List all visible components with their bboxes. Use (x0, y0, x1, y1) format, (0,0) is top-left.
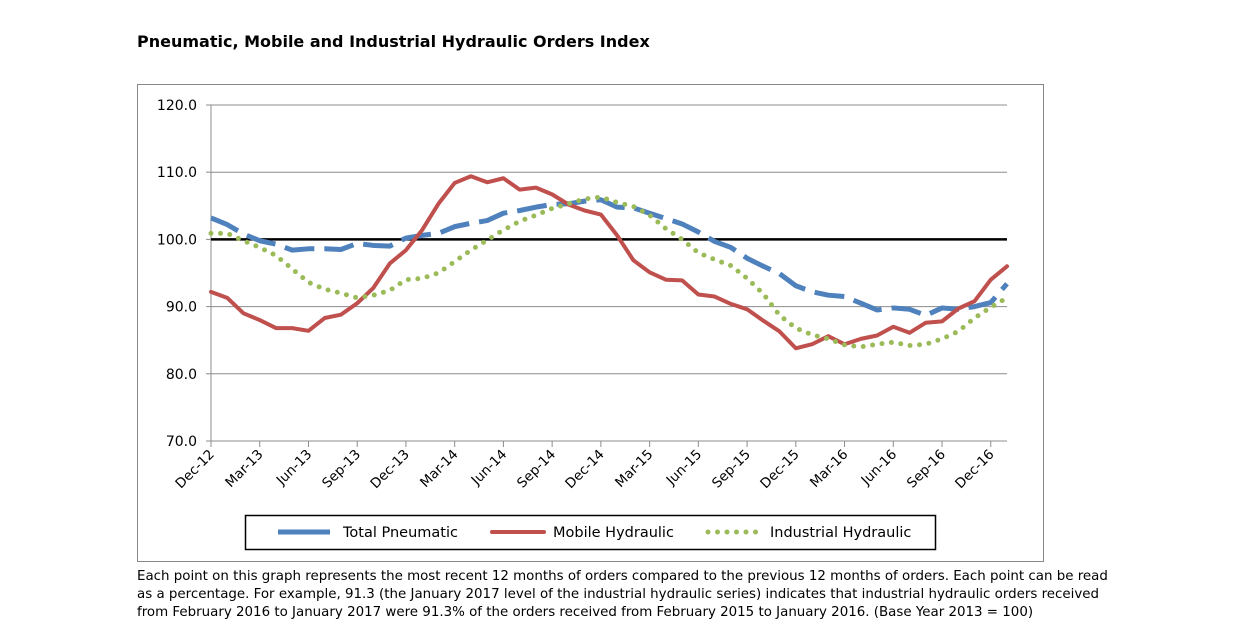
series-line (209, 174, 1009, 351)
y-tick-label: 100.0 (157, 232, 197, 248)
y-tick-label: 80.0 (166, 367, 197, 383)
legend-box (244, 514, 937, 551)
chart-frame (137, 84, 1044, 562)
y-tick-label: 90.0 (166, 300, 197, 316)
y-tick-label: 120.0 (157, 98, 197, 114)
chart-title: Pneumatic, Mobile and Industrial Hydraul… (137, 32, 650, 51)
series-line (210, 197, 1009, 318)
legend-label: Total Pneumatic (342, 525, 458, 541)
y-tick-label: 70.0 (166, 434, 197, 450)
y-tick-label: 110.0 (157, 165, 197, 181)
series-line (208, 194, 1010, 350)
chart-note: Each point on this graph represents the … (137, 569, 1108, 620)
legend-label: Mobile Hydraulic (553, 525, 674, 541)
legend-label: Industrial Hydraulic (770, 525, 911, 541)
